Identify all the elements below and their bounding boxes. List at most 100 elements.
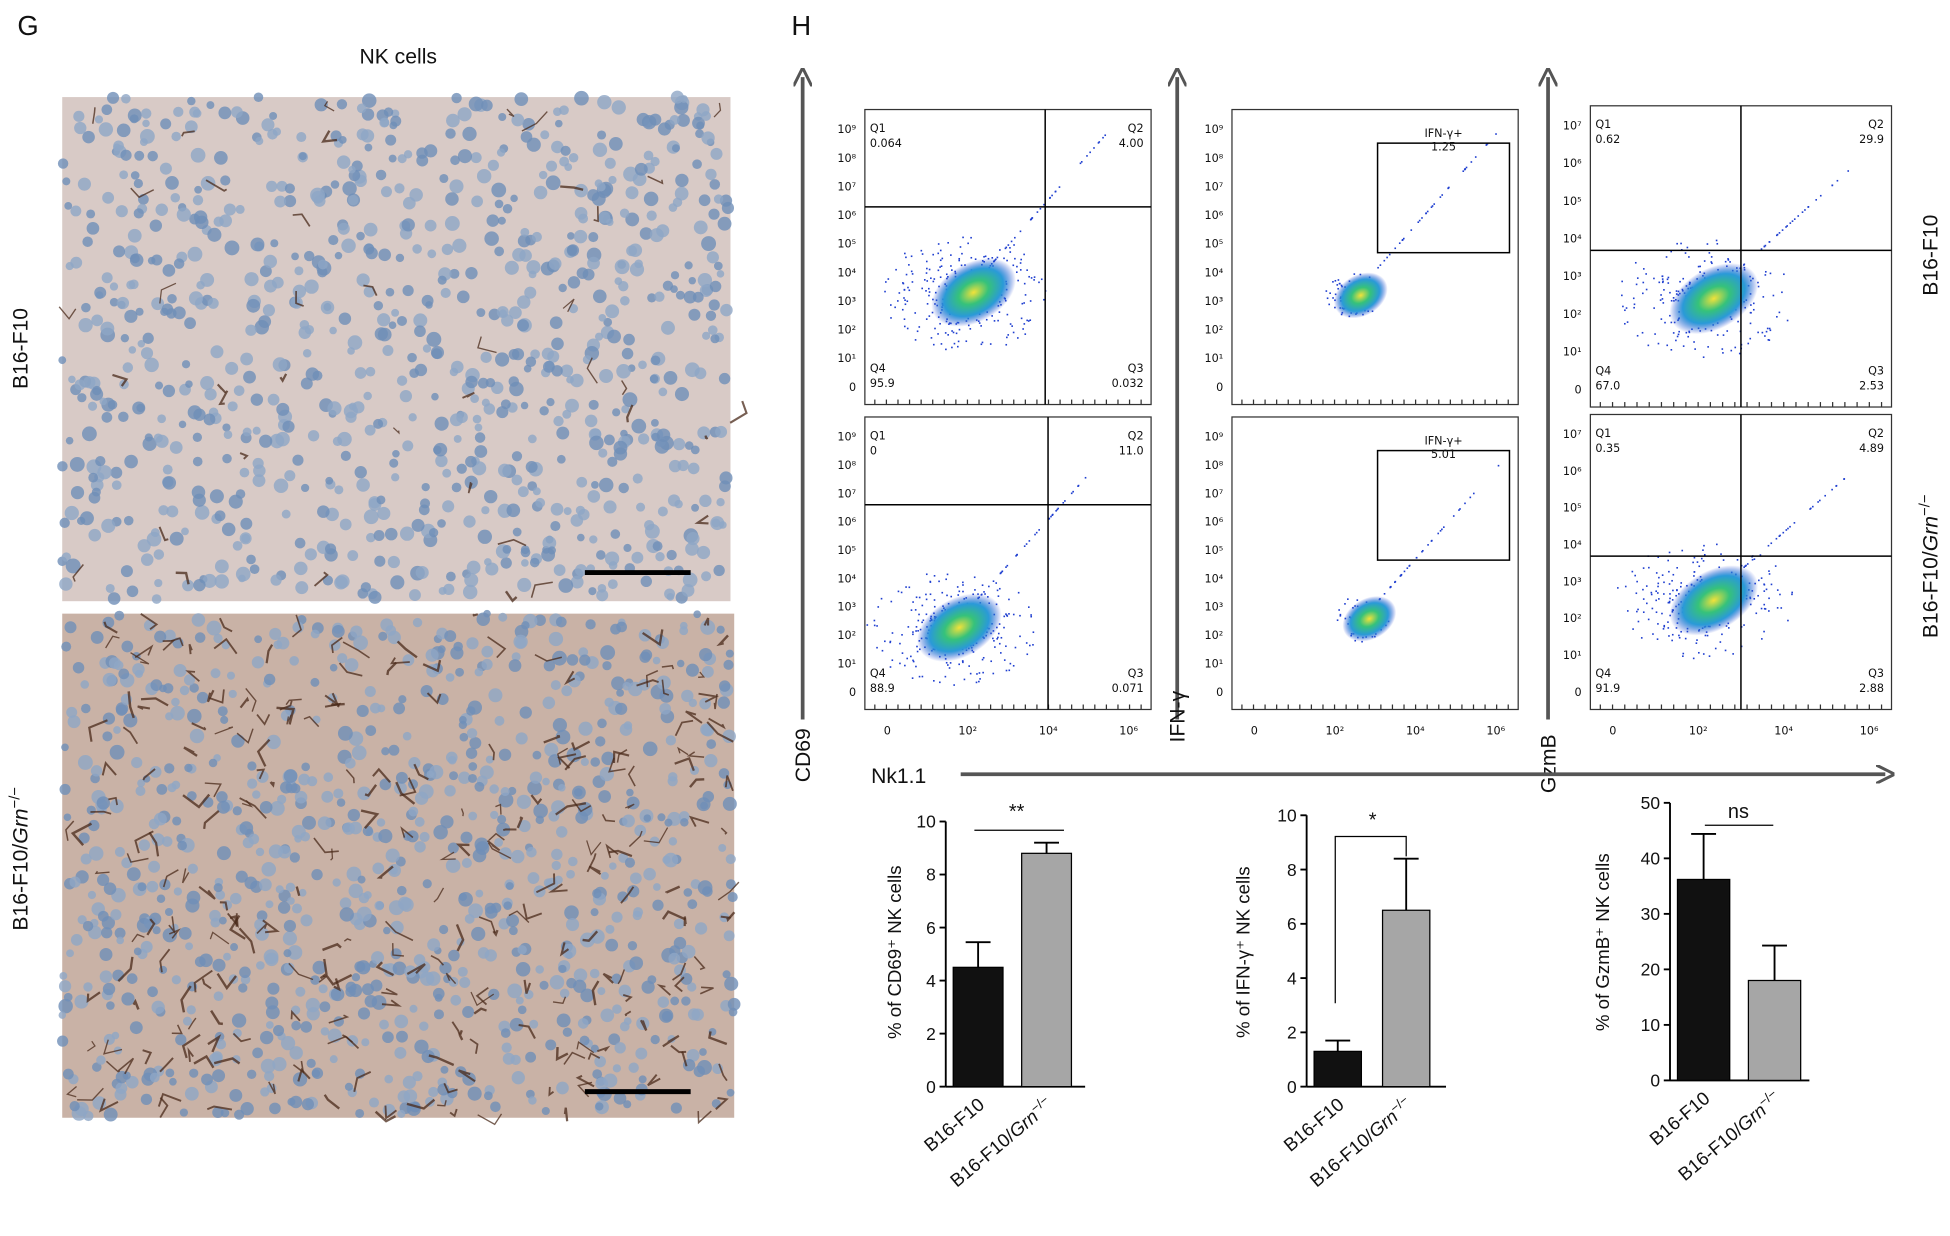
nucleus xyxy=(200,376,214,390)
nucleus xyxy=(102,192,114,204)
nucleus xyxy=(612,408,620,416)
event xyxy=(1810,508,1812,510)
nucleus xyxy=(386,849,400,863)
event xyxy=(929,269,931,271)
nucleus xyxy=(498,113,506,121)
nucleus xyxy=(300,914,312,926)
nucleus xyxy=(86,209,95,218)
nucleus xyxy=(193,579,205,591)
nucleus xyxy=(427,938,440,951)
event xyxy=(1028,320,1030,322)
nucleus xyxy=(103,712,115,724)
event xyxy=(939,681,941,683)
nucleus xyxy=(449,179,463,193)
nucleus xyxy=(528,872,540,884)
nucleus xyxy=(593,143,607,157)
nucleus xyxy=(466,637,478,649)
event xyxy=(1764,608,1766,610)
event xyxy=(1634,303,1636,305)
nucleus xyxy=(553,107,562,116)
event xyxy=(1669,601,1671,603)
event xyxy=(1635,262,1637,264)
event xyxy=(946,595,948,597)
event xyxy=(1755,612,1757,614)
event xyxy=(1782,532,1784,534)
nucleus xyxy=(566,870,575,879)
nucleus xyxy=(452,239,466,253)
nucleus xyxy=(95,115,103,123)
nucleus xyxy=(127,867,141,881)
nucleus xyxy=(246,299,260,313)
event xyxy=(1750,312,1752,314)
event xyxy=(911,609,913,611)
nucleus xyxy=(686,532,699,545)
nucleus xyxy=(230,893,241,904)
event xyxy=(1417,221,1419,223)
nucleus xyxy=(356,232,365,241)
nucleus xyxy=(144,358,158,372)
nucleus xyxy=(704,754,717,767)
y-tick-label: 0 xyxy=(1650,1071,1660,1091)
nucleus xyxy=(503,545,512,554)
nucleus xyxy=(66,437,74,445)
nucleus xyxy=(78,178,91,191)
event xyxy=(1642,293,1644,295)
nucleus xyxy=(565,399,579,413)
event xyxy=(992,638,994,640)
nucleus xyxy=(264,674,275,685)
event xyxy=(925,290,927,292)
event xyxy=(1050,516,1052,518)
event xyxy=(1729,261,1731,263)
nucleus xyxy=(561,146,571,156)
nucleus xyxy=(434,1009,444,1019)
nucleus xyxy=(727,1089,735,1097)
nucleus xyxy=(97,465,111,479)
nucleus xyxy=(534,186,547,199)
event xyxy=(1645,273,1647,275)
nucleus xyxy=(535,498,545,508)
nucleus xyxy=(611,912,622,923)
event xyxy=(1340,614,1342,616)
nucleus xyxy=(551,503,564,516)
event xyxy=(1486,144,1488,146)
nucleus xyxy=(699,495,711,507)
event xyxy=(874,625,876,627)
nucleus xyxy=(104,1108,118,1122)
nucleus xyxy=(307,1059,316,1068)
nucleus xyxy=(556,1082,569,1095)
event xyxy=(907,328,909,330)
event xyxy=(1380,264,1382,266)
nucleus xyxy=(357,588,367,598)
y-tick-label: 10⁸ xyxy=(837,459,856,472)
event xyxy=(1783,273,1785,275)
nucleus xyxy=(512,248,526,262)
nucleus xyxy=(318,260,328,270)
event xyxy=(1656,572,1658,574)
nucleus xyxy=(273,1025,284,1036)
nucleus xyxy=(521,131,533,143)
nucleus xyxy=(73,662,84,673)
bar xyxy=(1677,879,1729,1080)
nucleus xyxy=(311,869,322,880)
nucleus xyxy=(252,656,264,668)
event xyxy=(1495,133,1497,135)
event xyxy=(1377,267,1379,269)
event xyxy=(998,633,1000,635)
x-tick-label: 10⁶ xyxy=(1119,724,1138,737)
event xyxy=(1416,557,1418,559)
nucleus xyxy=(463,515,475,527)
event xyxy=(1005,248,1007,250)
nucleus xyxy=(240,518,252,530)
event xyxy=(1753,303,1755,305)
event xyxy=(1621,281,1623,283)
nucleus xyxy=(564,163,572,171)
y-tick-label: 10³ xyxy=(1205,295,1224,308)
nucleus xyxy=(212,1069,225,1082)
event xyxy=(1676,243,1678,245)
row-label: B16-F10/Grn−/− xyxy=(1918,495,1943,639)
nucleus xyxy=(643,742,658,757)
event xyxy=(958,591,960,593)
event xyxy=(924,279,926,281)
nucleus xyxy=(435,417,449,431)
nucleus xyxy=(228,401,238,411)
